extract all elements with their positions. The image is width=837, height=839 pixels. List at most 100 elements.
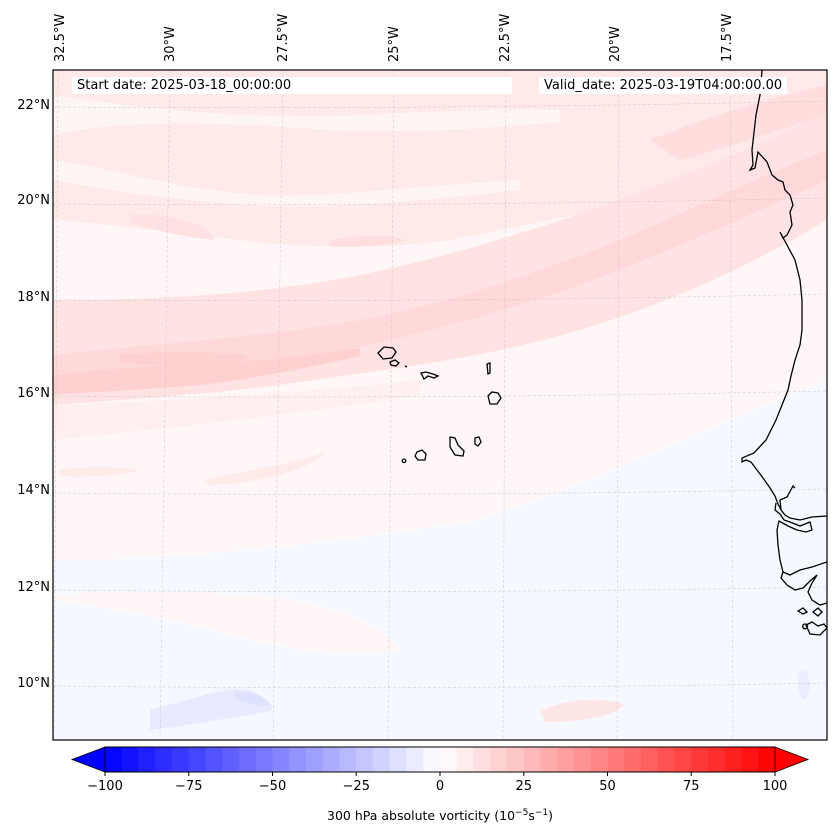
colorbar-level [289,747,307,772]
colorbar-level [356,747,374,772]
vorticity-contour-south-blue [53,380,827,740]
colorbar-tick-label: 50 [599,779,616,794]
vorticity-contour-band-core [53,348,360,395]
vorticity-contour-weak-red-streak2 [60,466,140,477]
meridian-gridline [272,70,284,740]
colorbar-level [322,747,341,772]
parallel-gridline [53,197,827,206]
island-bijagos-1 [796,607,809,615]
island-santiago [449,436,465,457]
lon-label-27.5W: 27.5°W [276,13,291,62]
colorbar-level [708,747,726,772]
colorbar-level [574,747,592,772]
colorbar-level [758,747,776,772]
island-bijagos-2 [811,607,823,617]
parallel-gridline [53,586,827,592]
colorbar-tick-label: −100 [87,779,123,794]
colorbar-tick-label: 75 [682,779,700,794]
vorticity-contour-south-blue-east [798,670,810,700]
colorbar-level [691,747,709,772]
colorbar-level [456,747,475,772]
colorbar-extend-high [774,746,810,773]
lon-label-22.5W: 22.5°W [498,13,513,62]
parallel-gridline [53,100,827,109]
colorbar-tick-label: −75 [175,779,203,794]
colorbar-level [272,747,290,772]
coast-gambia-river-inlet [774,502,813,533]
island-santo-antao [377,346,397,360]
colorbar-level [523,747,542,772]
colorbar-tick-label: 0 [435,779,445,794]
colorbar-level [724,747,743,772]
gridlines [53,70,827,740]
coast-mauritania-senegal [741,70,803,511]
parallel-gridline [53,293,827,302]
meridian-gridline [159,70,171,740]
colorbar-level [507,747,525,772]
colorbar-level [121,747,140,772]
colorbar-level [540,747,558,772]
colorbar-level [255,747,274,772]
lon-label-20W: 20°W [608,26,623,62]
colorbar-level [557,747,575,772]
lon-label-32.5W: 32.5°W [53,13,68,62]
colorbar-tick-label: −50 [258,779,287,794]
lat-label-16N: 16°N [17,386,50,401]
vorticity-contour-south-central [53,380,420,440]
meridian-gridline [616,70,620,740]
island-sao-nicolau [420,371,440,380]
colorbar-level [490,747,508,772]
colorbar-level [222,747,240,772]
colorbar-level [440,747,458,772]
island-brava [401,458,407,464]
lon-label-25W: 25°W [387,26,402,62]
vorticity-contour-north-light [53,95,560,135]
colorbar-level [205,747,223,772]
map-frame [52,69,828,741]
vorticity-contour-mid-patch [330,235,405,247]
colorbar-level [172,747,190,772]
lat-label-22N: 22°N [17,98,50,113]
parallel-gridline [53,488,827,495]
vorticity-contour-north-light2 [53,160,520,207]
colorbar-label-exponent: −1 [534,808,549,818]
vorticity-contour-south-pinkish [53,591,400,655]
island-bijagos-4 [802,623,809,630]
vorticity-contour-south-red-patch [540,699,625,722]
colorbar-level [339,747,357,772]
colorbar-level [674,747,692,772]
meridian-gridline [729,70,734,740]
meridian-gridline [502,70,507,740]
colorbar-level [641,747,659,772]
colorbar-level [624,747,642,772]
colorbar-label-unit: s [528,808,535,823]
colorbar-tick-label: −25 [342,779,370,794]
valid-date-label: Valid_date: 2025-03-19T04:00:00.00 [539,77,788,94]
colorbar-level [105,747,123,772]
colorbar-level [188,747,207,772]
colorbar-level [155,747,173,772]
colorbar-level [406,747,424,772]
island-fogo [414,449,427,461]
colorbar-level [239,747,257,772]
vorticity-field [53,70,827,740]
coast-casamance [776,520,827,576]
colorbar-label-close: ) [548,808,554,823]
vorticity-contour-band-outer [53,110,827,405]
lat-label-10N: 10°N [17,676,50,691]
lon-label-30W: 30°W [163,26,178,62]
start-date-label: Start date: 2025-03-18_00:00:00 [72,77,512,94]
parallel-gridline [53,390,827,398]
lat-label-12N: 12°N [17,580,50,595]
island-maio [474,436,482,447]
island-sal [486,362,491,376]
vorticity-contour-weak-red-streak [205,452,325,485]
vorticity-contour-band-core2 [120,352,250,365]
colorbar-level [473,747,491,772]
colorbar-tick-label: 100 [762,779,788,794]
colorbar-level [306,747,324,772]
colorbar-label: 300 hPa absolute vorticity (10−5s−1) [327,808,553,823]
meridian-gridline [53,70,59,740]
